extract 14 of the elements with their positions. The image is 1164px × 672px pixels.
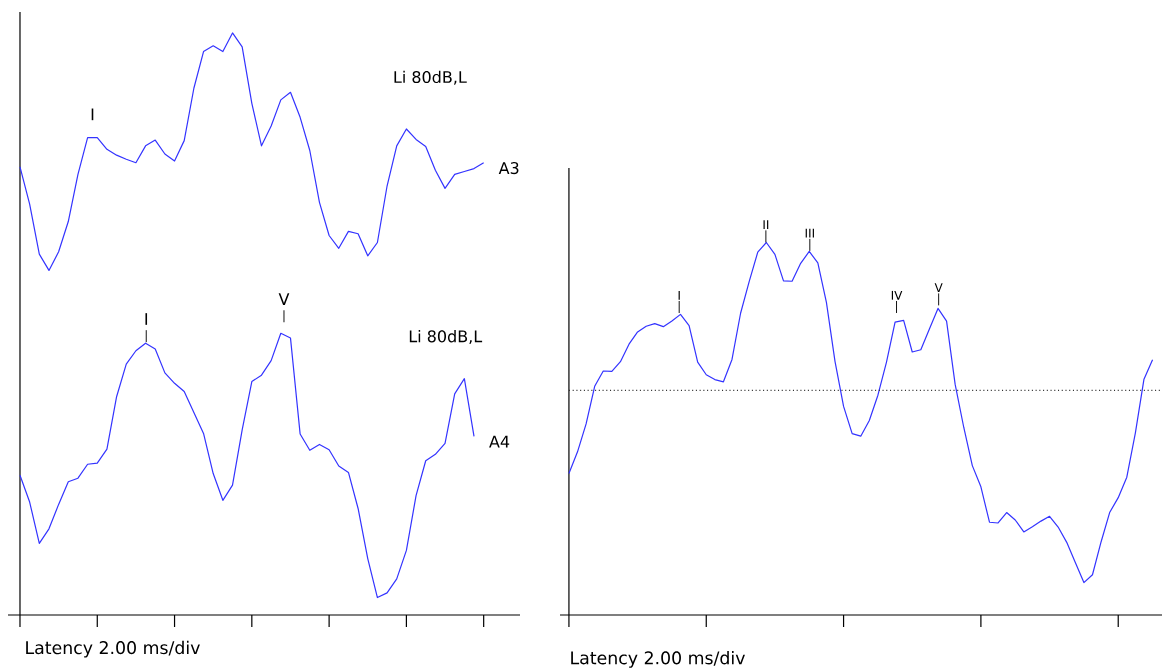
annotation: V: [278, 293, 290, 305]
series-label: A3: [498, 161, 519, 175]
annotation: Li 80dB,L: [394, 70, 467, 85]
x-axis-title: Latency 2.00 ms/div: [571, 650, 745, 668]
annotation: Li 80dB,L: [409, 329, 483, 344]
text: III: [805, 228, 814, 238]
annotation: V: [934, 283, 943, 292]
series-label: A4: [489, 435, 510, 448]
annotation: I: [145, 313, 148, 325]
annotation: IV: [891, 290, 903, 300]
annotation: I: [91, 108, 94, 121]
annotation: I: [678, 290, 680, 300]
text: II: [763, 220, 769, 229]
x-axis-title: Latency 2.00 ms/div: [26, 640, 200, 658]
